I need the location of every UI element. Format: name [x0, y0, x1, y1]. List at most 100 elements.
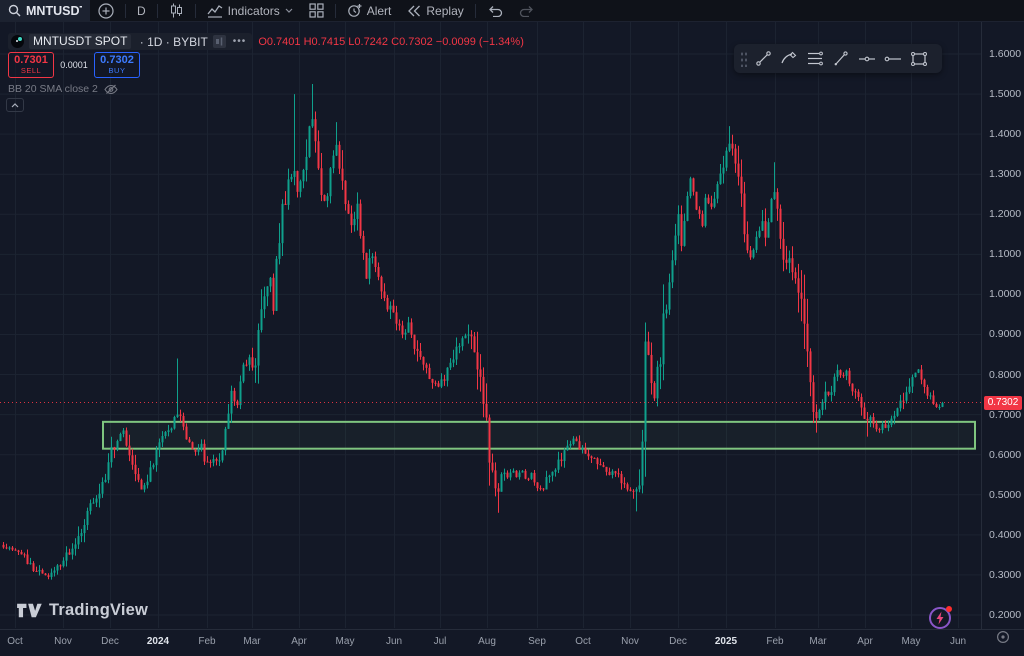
- candle-body: [155, 449, 158, 466]
- candle-body: [113, 447, 116, 450]
- candle-body: [779, 208, 782, 239]
- candle-body: [230, 390, 233, 414]
- redo-button[interactable]: [511, 0, 543, 22]
- candle-body: [587, 453, 590, 457]
- candle-body: [305, 156, 308, 171]
- candle-body: [530, 472, 533, 479]
- candle-body: [431, 378, 434, 383]
- plus-circle-icon: [98, 2, 114, 19]
- time-axis-month-label: Aug: [478, 636, 496, 647]
- alert-label: Alert: [366, 3, 392, 18]
- indicator-row[interactable]: BB 20 SMA close 2: [8, 83, 118, 95]
- candle-body: [917, 369, 920, 373]
- price-tick-label: 0.3000: [989, 568, 1022, 581]
- timeframe-button[interactable]: D: [129, 0, 154, 22]
- time-axis-month-label: Feb: [766, 636, 784, 647]
- candle-body: [641, 441, 644, 486]
- sell-button[interactable]: 0.7301 SELL: [8, 52, 54, 78]
- candle-body: [170, 428, 173, 431]
- candle-body: [404, 332, 407, 335]
- horizontal-line-tool-button[interactable]: [854, 46, 880, 71]
- candle-body: [482, 376, 485, 404]
- candle-body: [623, 483, 626, 485]
- candle-body: [311, 119, 314, 127]
- eye-slash-icon[interactable]: [104, 84, 118, 95]
- high-value: 0.7415: [311, 35, 346, 48]
- candle-body: [647, 341, 650, 355]
- candle-body: [443, 379, 446, 381]
- candle-body: [110, 447, 113, 463]
- indicators-button[interactable]: Indicators: [199, 0, 301, 22]
- legend-more-button[interactable]: •••: [232, 36, 247, 47]
- candle-body: [830, 392, 833, 396]
- scroll-to-realtime-icon[interactable]: [996, 630, 1010, 644]
- legend-symbol-title[interactable]: MNTUSDT SPOT: [29, 34, 132, 49]
- candle-body: [59, 565, 62, 567]
- candle-body: [515, 470, 518, 478]
- candle-body: [398, 323, 401, 326]
- candle-body: [209, 461, 212, 463]
- replay-button[interactable]: Replay: [399, 0, 471, 22]
- candle-body: [695, 191, 698, 210]
- zone-rectangle[interactable]: [102, 420, 976, 450]
- symbol-search-button[interactable]: MNTUSDT: [0, 0, 90, 22]
- candle-body: [551, 471, 554, 476]
- candle-body: [749, 250, 752, 258]
- candle-body: [23, 554, 26, 556]
- alert-button[interactable]: Alert: [339, 0, 400, 22]
- candle-body: [725, 150, 728, 168]
- candle-body: [872, 416, 875, 424]
- candle-body: [785, 259, 788, 263]
- drawing-toolbar: [734, 44, 942, 73]
- candle-body: [548, 475, 551, 478]
- candle-body: [269, 277, 272, 287]
- ray-tool-button[interactable]: [828, 46, 854, 71]
- price-axis[interactable]: 0.7302 1.6000 1.5000 1.4000 1.3000 1.2000 1.1…: [981, 22, 1024, 629]
- candle-body: [713, 198, 716, 207]
- legend-pill[interactable]: MNTUSDT SPOT · 1D · BYBIT •••: [8, 33, 253, 50]
- candle-body: [479, 369, 482, 377]
- candle-body: [53, 570, 56, 573]
- candle-body: [323, 195, 326, 201]
- top-toolbar: MNTUSDT D Indicators: [0, 0, 1024, 22]
- candle-body: [227, 413, 230, 429]
- drag-handle[interactable]: [740, 50, 748, 67]
- current-price-label: 0.7302: [984, 395, 1022, 410]
- candle-body: [728, 143, 731, 151]
- rectangle-tool-button[interactable]: [906, 46, 932, 71]
- candle-body: [86, 510, 89, 526]
- candle-body: [920, 369, 923, 380]
- boost-promo-icon[interactable]: [928, 606, 952, 630]
- fib-retracement-tool-button[interactable]: [802, 46, 828, 71]
- candle-body: [134, 464, 137, 475]
- candle-body: [914, 372, 917, 378]
- candle-body: [884, 424, 887, 428]
- time-axis-month-label: Dec: [101, 636, 119, 647]
- collapse-panel-button[interactable]: [6, 98, 24, 112]
- candle-body: [809, 351, 812, 383]
- tradingview-logo[interactable]: TradingView: [16, 601, 148, 620]
- trend-line-tool-button[interactable]: [750, 46, 776, 71]
- search-icon: [8, 4, 21, 17]
- price-tick-label: 1.6000: [989, 48, 1022, 60]
- price-tick-label: 1.5000: [989, 88, 1022, 101]
- chart-style-button[interactable]: [161, 0, 192, 22]
- candle-body: [80, 533, 83, 537]
- candle-body: [140, 479, 143, 490]
- candle-body: [281, 203, 284, 244]
- time-axis-month-label: Apr: [291, 636, 307, 647]
- layout-grid-button[interactable]: [301, 0, 332, 22]
- brush-tool-button[interactable]: [776, 46, 802, 71]
- candle-body: [344, 180, 347, 205]
- buy-button[interactable]: 0.7302 BUY: [94, 52, 140, 78]
- undo-button[interactable]: [479, 0, 511, 22]
- candle-body: [176, 414, 179, 417]
- candle-body: [299, 181, 302, 192]
- compare-symbol-button[interactable]: [90, 0, 122, 22]
- market-status-icon[interactable]: [212, 35, 226, 48]
- candle-body: [473, 336, 476, 353]
- time-axis[interactable]: Oct Nov Dec 2024 Feb Mar Apr May Jun Jul Aug Sep Oct…: [0, 629, 1024, 656]
- candle-body: [740, 176, 743, 194]
- horizontal-ray-tool-button[interactable]: [880, 46, 906, 71]
